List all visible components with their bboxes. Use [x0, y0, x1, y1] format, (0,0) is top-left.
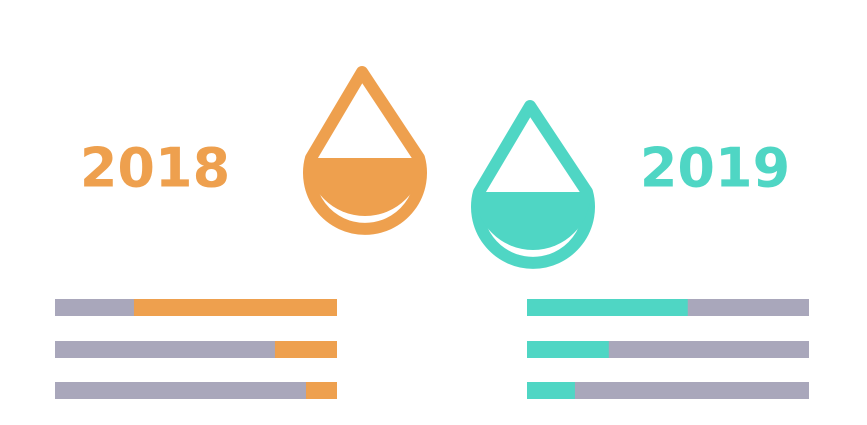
year-label: 2019 — [640, 137, 790, 200]
bar — [527, 382, 575, 399]
bar-track — [55, 341, 337, 358]
bar — [305, 382, 337, 399]
bar — [527, 341, 609, 358]
bar — [274, 341, 337, 358]
bar-track — [55, 382, 337, 399]
bar — [133, 299, 337, 316]
drop-2018 — [303, 66, 427, 235]
bar-track — [527, 382, 809, 399]
drop-2019 — [471, 100, 595, 269]
year-label: 2018 — [80, 137, 230, 200]
bar — [527, 299, 688, 316]
